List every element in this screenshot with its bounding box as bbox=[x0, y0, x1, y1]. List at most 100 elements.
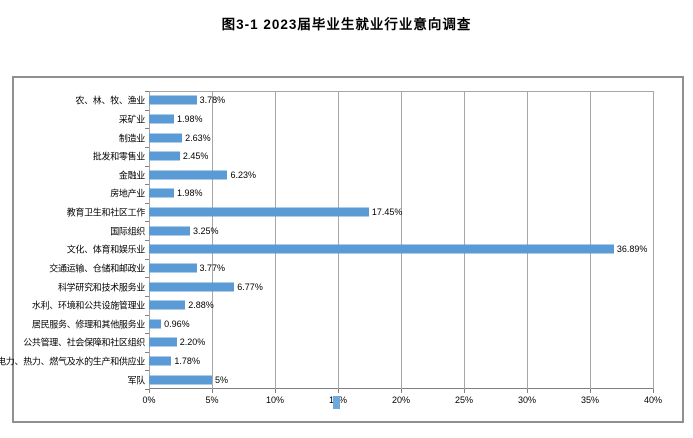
category-axis-tick bbox=[145, 146, 149, 148]
value-label: 1.78% bbox=[174, 356, 200, 367]
category-axis-tick bbox=[145, 91, 149, 92]
category-axis-tick bbox=[145, 277, 149, 279]
gridline bbox=[401, 91, 402, 389]
category-axis-tick bbox=[145, 258, 149, 260]
bar bbox=[149, 282, 235, 292]
value-label: 2.20% bbox=[179, 337, 206, 348]
bar bbox=[149, 337, 177, 347]
category-label: 交通运输、仓储和邮政业 bbox=[49, 263, 145, 274]
x-axis-tick bbox=[212, 389, 213, 393]
value-label: 2.45% bbox=[182, 151, 209, 162]
bar bbox=[149, 151, 180, 161]
bar-row: 国际组织 3.25% bbox=[14, 221, 686, 240]
bar bbox=[149, 375, 212, 385]
category-label: 军队 bbox=[127, 375, 146, 386]
bar bbox=[149, 263, 197, 273]
category-axis-tick bbox=[145, 165, 149, 167]
category-label: 电力、热力、燃气及水的生产和供应业 bbox=[0, 356, 145, 367]
bar-row: 采矿业 1.98% bbox=[14, 110, 686, 129]
x-axis-tick-label: 30% bbox=[517, 395, 536, 405]
category-label: 农、林、牧、渔业 bbox=[75, 95, 145, 106]
category-axis-tick bbox=[145, 184, 149, 186]
x-axis-tick-label: 40% bbox=[643, 395, 662, 405]
value-label: 5% bbox=[215, 374, 229, 385]
value-label: 3.78% bbox=[199, 95, 226, 106]
category-axis-tick bbox=[145, 333, 149, 335]
category-label: 采矿业 bbox=[118, 114, 145, 125]
value-label: 3.25% bbox=[192, 225, 219, 236]
bar bbox=[149, 170, 228, 180]
bar-row: 电力、热力、燃气及水的生产和供应业 1.78% bbox=[0, 352, 686, 371]
gridline bbox=[338, 91, 339, 389]
value-label: 2.63% bbox=[185, 132, 211, 143]
category-axis-tick bbox=[145, 389, 149, 390]
value-label: 36.89% bbox=[616, 244, 648, 255]
gridline bbox=[149, 91, 150, 389]
bar bbox=[149, 207, 369, 217]
x-axis-tick-label: 25% bbox=[454, 395, 473, 405]
category-label: 国际组织 bbox=[110, 226, 145, 237]
value-label: 1.98% bbox=[176, 113, 203, 124]
gridline bbox=[653, 91, 654, 389]
x-axis-tick-label: 10% bbox=[265, 395, 284, 405]
x-axis-tick bbox=[464, 389, 465, 393]
bar-row: 农、林、牧、渔业 3.78% bbox=[14, 91, 686, 110]
category-label: 制造业 bbox=[118, 133, 145, 144]
category-axis-tick bbox=[145, 202, 149, 204]
x-axis-tick bbox=[653, 389, 654, 393]
category-axis-tick bbox=[145, 314, 149, 316]
x-axis-tick bbox=[338, 389, 339, 393]
bar-row: 居民服务、修理和其他服务业 0.96% bbox=[14, 315, 686, 334]
gridline bbox=[212, 91, 213, 389]
value-label: 1.98% bbox=[176, 188, 203, 199]
bar bbox=[149, 95, 197, 105]
bar-row: 交通运输、仓储和邮政业 3.77% bbox=[14, 259, 686, 278]
bar-row: 文化、体育和娱乐业 36.89% bbox=[14, 240, 686, 259]
category-axis-tick bbox=[145, 370, 149, 372]
bar bbox=[149, 300, 186, 310]
bar-row: 科学研究和技术服务业 6.77% bbox=[14, 277, 686, 296]
bar bbox=[149, 319, 162, 329]
category-label: 公共管理、社会保障和社区组织 bbox=[23, 337, 145, 348]
bar bbox=[149, 356, 172, 366]
category-axis-tick bbox=[145, 240, 149, 241]
bar-row: 水利、环境和公共设施管理业 2.88% bbox=[14, 296, 686, 315]
bar bbox=[149, 244, 614, 254]
x-axis-tick bbox=[527, 389, 528, 393]
x-axis-tick bbox=[275, 389, 276, 393]
category-label: 文化、体育和娱乐业 bbox=[66, 244, 146, 255]
category-axis-tick bbox=[145, 221, 149, 223]
x-axis-tick-label: 20% bbox=[391, 395, 410, 405]
bar bbox=[149, 226, 190, 236]
bar-row: 批发和零售业 2.45% bbox=[14, 147, 686, 166]
bar-row: 制造业 2.63% bbox=[14, 128, 686, 147]
bar-row: 房地产业 1.98% bbox=[14, 184, 686, 203]
category-label: 批发和零售业 bbox=[92, 151, 146, 162]
category-axis-tick bbox=[145, 109, 149, 111]
gridline bbox=[527, 91, 528, 389]
bar bbox=[149, 133, 183, 143]
value-label: 6.77% bbox=[237, 281, 263, 292]
bar-row: 军队 5% bbox=[14, 370, 686, 389]
x-axis-tick-label: 35% bbox=[580, 395, 599, 405]
category-label: 科学研究和技术服务业 bbox=[57, 282, 145, 293]
category-axis-tick bbox=[145, 295, 149, 297]
value-label: 6.23% bbox=[230, 169, 257, 180]
x-axis-tick bbox=[149, 389, 150, 393]
category-label: 居民服务、修理和其他服务业 bbox=[31, 319, 145, 330]
bar bbox=[149, 114, 174, 124]
bar-row: 金融业 6.23% bbox=[14, 166, 686, 185]
category-label: 水利、环境和公共设施管理业 bbox=[31, 300, 145, 311]
chart-title: 图3-1 2023届毕业生就业行业意向调查 bbox=[221, 17, 472, 32]
bar-row: 教育卫生和社区工作 17.45% bbox=[14, 203, 686, 222]
value-label: 0.96% bbox=[164, 318, 190, 329]
bar-row: 公共管理、社会保障和社区组织 2.20% bbox=[14, 333, 686, 352]
chart-frame[interactable]: 0%5%10%15%20%25%30%35%40%农、林、牧、渔业3.78%采矿… bbox=[0, 76, 686, 423]
value-label: 2.88% bbox=[188, 300, 214, 311]
category-label: 房地产业 bbox=[110, 188, 145, 199]
category-axis-tick bbox=[145, 351, 149, 353]
gridline bbox=[464, 91, 465, 389]
gridline bbox=[275, 91, 276, 389]
category-label: 金融业 bbox=[118, 170, 145, 181]
